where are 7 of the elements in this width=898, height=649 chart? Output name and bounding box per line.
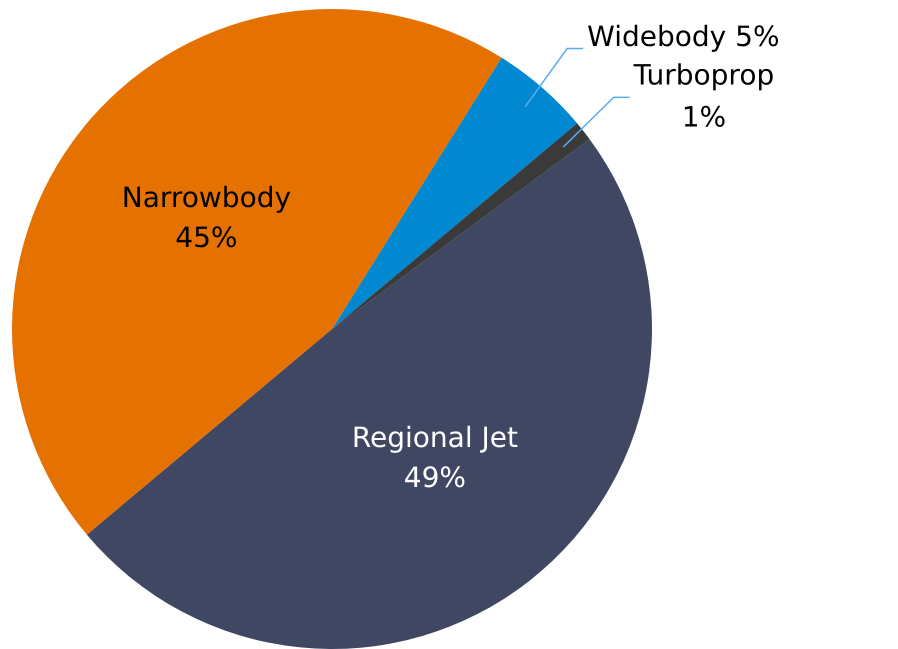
slice-label: Regional Jet	[352, 421, 518, 454]
data-label: 49%	[404, 461, 466, 494]
slice-label: Narrowbody	[122, 181, 292, 214]
data-label: 1%	[682, 100, 726, 134]
data-label: 45%	[175, 221, 238, 254]
slice-label: Turboprop	[632, 58, 774, 92]
slice-label: Widebody 5%	[587, 20, 780, 53]
